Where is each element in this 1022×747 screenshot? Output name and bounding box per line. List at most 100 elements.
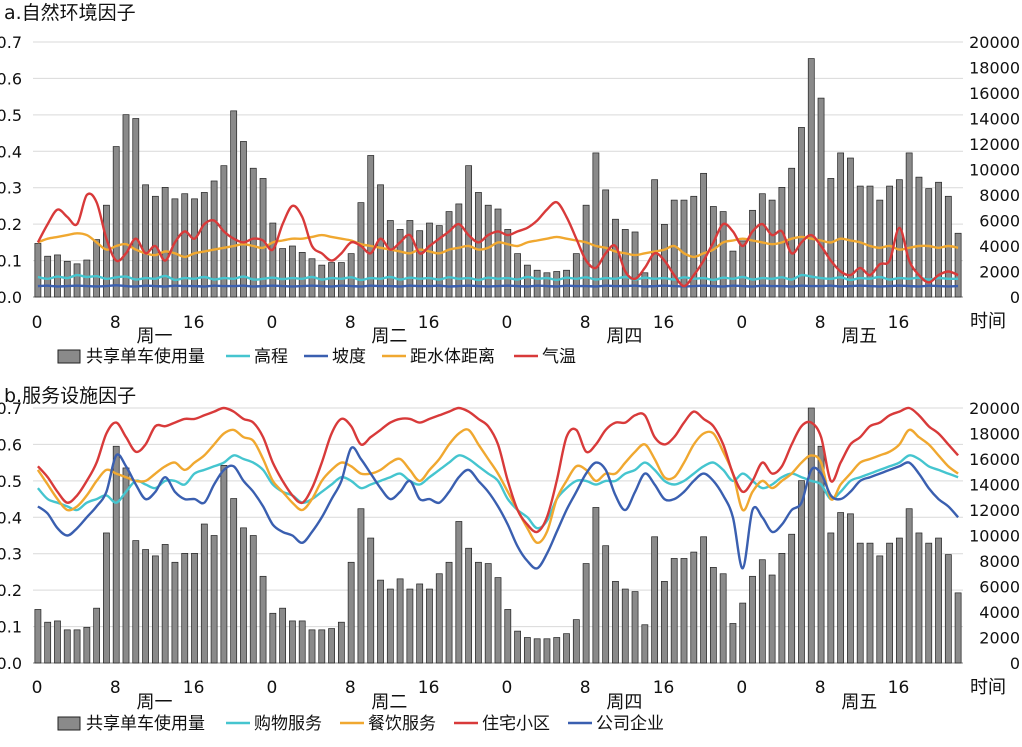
bar	[798, 127, 805, 298]
bar	[367, 155, 375, 298]
y-left-tick-label: 0.3	[0, 545, 22, 564]
chart-a-legend: 共享单车使用量 高程 坡度 距水体距离 气温	[57, 346, 576, 367]
bar	[572, 253, 580, 298]
chart-panel-b: b.服务设施因子 0.0 0.1 0.2 0.3 0.4 0.5 0.6 0.7 0 2000 4…	[0, 385, 1020, 734]
bar	[494, 208, 502, 298]
bar	[347, 561, 355, 664]
bar	[700, 536, 707, 664]
bar	[142, 184, 149, 298]
y-left-tick-label: 0.0	[0, 288, 22, 307]
y-left-tick-label: 0.3	[0, 179, 22, 198]
bar	[357, 508, 365, 664]
bar	[621, 588, 629, 664]
legend-label: 公司企业	[596, 714, 664, 734]
x-tick-label: 16	[418, 678, 440, 698]
x-tick-label: 0	[267, 313, 278, 333]
y-right-tick-label: 20000	[969, 33, 1020, 52]
bar	[289, 620, 296, 664]
legend-label: 共享单车使用量	[86, 713, 205, 734]
y-right-tick-label: 12000	[969, 501, 1020, 520]
bar	[670, 558, 678, 664]
series-line-1	[36, 454, 959, 530]
bar	[915, 532, 923, 664]
legend-label: 住宅小区	[482, 714, 550, 734]
y-right-tick-label: 0	[1010, 654, 1020, 673]
bar	[191, 198, 198, 298]
bar	[494, 577, 502, 664]
x-tick-label: 16	[888, 678, 910, 698]
bar	[337, 621, 345, 664]
bar	[259, 178, 267, 298]
bar	[680, 199, 688, 298]
legend-label: 高程	[254, 347, 288, 367]
bar	[592, 507, 600, 664]
bar	[582, 204, 590, 298]
x-tick-label: 16	[653, 313, 675, 333]
x-tick-label: 8	[110, 678, 121, 698]
x-tick-label: 16	[183, 313, 205, 333]
day-label: 周二	[371, 692, 407, 713]
y-left-tick-label: 0.5	[0, 106, 22, 125]
bar	[181, 552, 189, 664]
bar	[798, 480, 805, 664]
bar	[73, 629, 81, 664]
bar	[318, 629, 326, 664]
x-tick-label: 16	[418, 313, 440, 333]
bar	[827, 532, 835, 664]
bar	[484, 204, 492, 298]
y-left-tick-label: 0.0	[0, 654, 22, 673]
y-right-tick-label: 10000	[969, 527, 1020, 546]
y-left-tick-label: 0.2	[0, 215, 22, 234]
bar	[788, 167, 796, 298]
x-tick-label: 8	[815, 313, 826, 333]
bar	[533, 269, 541, 298]
bar	[191, 552, 198, 664]
y-left-tick-label: 0.2	[0, 581, 22, 600]
bar	[523, 264, 531, 298]
bar	[758, 193, 766, 298]
y-right-tick-label: 20000	[969, 399, 1020, 418]
bar	[132, 540, 140, 664]
bar	[34, 243, 42, 298]
y-right-tick-label: 14000	[969, 476, 1020, 495]
bar	[210, 180, 218, 298]
x-tick-label: 16	[888, 313, 910, 333]
bar	[426, 222, 433, 298]
bar	[612, 581, 619, 664]
legend-label: 餐饮服务	[368, 714, 436, 734]
bar	[935, 181, 942, 298]
series-line-4	[36, 192, 959, 288]
chart-b-legend: 共享单车使用量 购物服务 餐饮服务 住宅小区 公司企业	[57, 713, 664, 734]
bar	[837, 152, 845, 298]
y-left-tick-label: 0.1	[0, 618, 22, 637]
bar	[435, 225, 443, 298]
bar	[739, 602, 747, 664]
bar	[504, 609, 512, 664]
bar	[171, 561, 179, 664]
bar	[944, 554, 952, 664]
bar	[680, 558, 688, 664]
y-right-tick-label: 4000	[979, 237, 1020, 256]
bar	[749, 209, 756, 298]
bar	[514, 253, 521, 298]
bar	[729, 623, 737, 664]
bar	[563, 633, 570, 664]
bar	[122, 114, 130, 298]
legend-label: 气温	[542, 347, 576, 367]
bar	[406, 588, 414, 664]
bar	[641, 624, 649, 664]
bar	[161, 544, 169, 664]
bar	[837, 512, 845, 664]
bar	[416, 230, 424, 298]
bar	[318, 264, 326, 298]
bar	[44, 621, 52, 664]
bar	[523, 637, 531, 664]
bar	[739, 240, 747, 298]
bar	[641, 272, 649, 298]
y-right-tick-label: 14000	[969, 110, 1020, 129]
chart-b-lines	[36, 406, 960, 570]
day-label: 周一	[136, 692, 172, 713]
bar	[553, 637, 561, 664]
bar	[298, 252, 306, 298]
chart-a-x-unit: 时间	[970, 311, 1006, 332]
